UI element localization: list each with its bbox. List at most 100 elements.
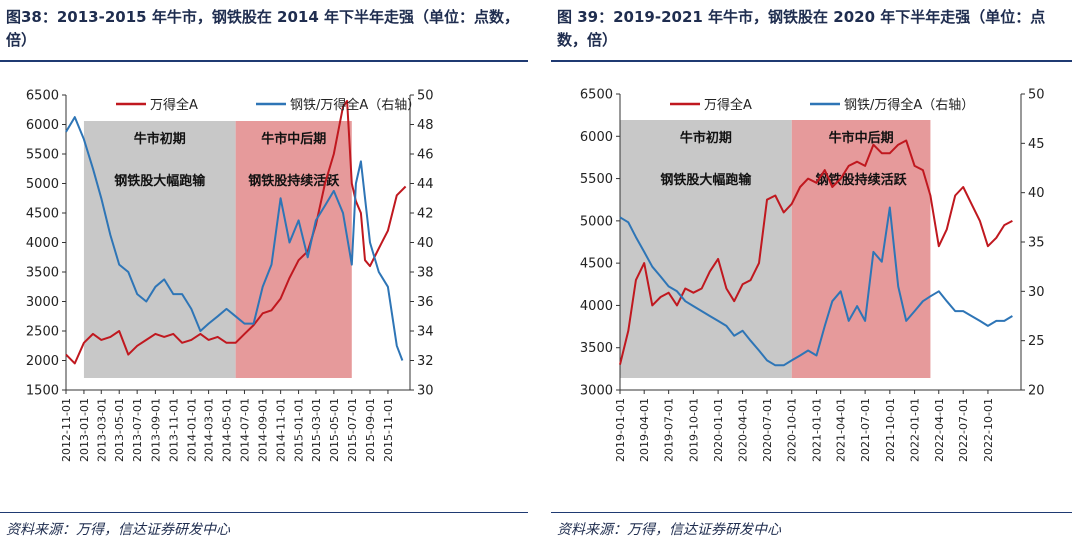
x-tick-label: 2019-04-01 bbox=[638, 398, 651, 462]
y2-tick-label: 35 bbox=[1028, 236, 1045, 251]
x-tick-label: 2020-10-01 bbox=[786, 398, 799, 462]
y2-tick-label: 45 bbox=[1028, 137, 1045, 152]
y-tick-label: 4500 bbox=[26, 207, 59, 222]
x-tick-label: 2015-09-01 bbox=[364, 398, 377, 462]
x-tick-label: 2020-07-01 bbox=[761, 398, 774, 462]
x-tick-label: 2013-09-01 bbox=[149, 398, 162, 462]
band-label: 钢铁股大幅跑输 bbox=[660, 172, 752, 188]
band-gray bbox=[620, 120, 792, 378]
y2-tick-label: 34 bbox=[417, 325, 434, 340]
y-tick-label: 2500 bbox=[26, 325, 59, 340]
legend-label: 钢铁/万得全A（右轴） bbox=[844, 97, 974, 113]
source-rule bbox=[0, 512, 528, 513]
y-tick-label: 5500 bbox=[26, 148, 59, 163]
y-tick-label: 4000 bbox=[26, 236, 59, 251]
x-tick-label: 2012-11-01 bbox=[60, 398, 73, 462]
band-red bbox=[235, 121, 352, 378]
x-tick-label: 2014-11-01 bbox=[275, 398, 288, 462]
band-label: 牛市中后期 bbox=[829, 130, 894, 146]
x-tick-label: 2015-05-01 bbox=[328, 398, 341, 462]
band-label: 钢铁股持续活跃 bbox=[248, 173, 340, 189]
x-tick-label: 2020-04-01 bbox=[737, 398, 750, 462]
x-tick-label: 2015-03-01 bbox=[310, 398, 323, 462]
y2-tick-label: 20 bbox=[1028, 384, 1045, 399]
x-tick-label: 2013-11-01 bbox=[167, 398, 180, 462]
source-note: 资料来源：万得，信达证券研发中心 bbox=[6, 522, 230, 538]
y2-tick-label: 30 bbox=[417, 384, 434, 399]
band-red bbox=[791, 120, 931, 378]
x-tick-label: 2014-09-01 bbox=[257, 398, 270, 462]
x-tick-label: 2013-05-01 bbox=[113, 398, 126, 462]
x-tick-label: 2021-07-01 bbox=[859, 398, 872, 462]
chart-panel-38: 图38：2013-2015 年牛市，钢铁股在 2014 年下半年走强（单位：点数… bbox=[0, 0, 536, 547]
x-tick-label: 2022-04-01 bbox=[933, 398, 946, 462]
x-tick-label: 2020-01-01 bbox=[712, 398, 725, 462]
band-label: 牛市初期 bbox=[680, 130, 732, 146]
band-label: 牛市中后期 bbox=[261, 131, 326, 147]
x-tick-label: 2022-10-01 bbox=[982, 398, 995, 462]
legend-label: 万得全A bbox=[704, 97, 752, 113]
y-tick-label: 6000 bbox=[26, 118, 59, 133]
chart-title: 图38：2013-2015 年牛市，钢铁股在 2014 年下半年走强（单位：点数… bbox=[6, 8, 520, 49]
y-tick-label: 6000 bbox=[580, 130, 613, 145]
y2-tick-label: 50 bbox=[1028, 88, 1045, 103]
title-rule bbox=[551, 60, 1072, 62]
series-line-wind-a bbox=[65, 99, 407, 365]
y-tick-label: 5000 bbox=[580, 214, 613, 229]
y-tick-label: 4000 bbox=[580, 299, 613, 314]
x-tick-label: 2014-01-01 bbox=[185, 398, 198, 462]
source-rule bbox=[551, 512, 1072, 513]
y2-tick-label: 40 bbox=[1028, 186, 1045, 201]
legend-label: 钢铁/万得全A（右轴） bbox=[290, 97, 420, 113]
y-tick-label: 6500 bbox=[26, 89, 59, 104]
y-tick-label: 1500 bbox=[26, 384, 59, 399]
band-label: 牛市初期 bbox=[134, 131, 186, 147]
y2-tick-label: 44 bbox=[417, 177, 434, 192]
x-tick-label: 2013-03-01 bbox=[95, 398, 108, 462]
y2-tick-label: 42 bbox=[417, 207, 434, 222]
x-tick-label: 2022-07-01 bbox=[957, 398, 970, 462]
y2-tick-label: 25 bbox=[1028, 334, 1045, 349]
y-tick-label: 3500 bbox=[26, 266, 59, 281]
x-tick-label: 2013-01-01 bbox=[78, 398, 91, 462]
x-tick-label: 2019-10-01 bbox=[687, 398, 700, 462]
x-tick-label: 2014-05-01 bbox=[221, 398, 234, 462]
x-tick-label: 2015-07-01 bbox=[346, 398, 359, 462]
series-line-steel-ratio bbox=[619, 206, 1013, 367]
band-label: 钢铁股大幅跑输 bbox=[114, 173, 206, 189]
y-tick-label: 6500 bbox=[580, 88, 613, 103]
y2-tick-label: 38 bbox=[417, 266, 434, 281]
y2-tick-label: 32 bbox=[417, 354, 434, 369]
x-tick-label: 2021-10-01 bbox=[884, 398, 897, 462]
y2-tick-label: 50 bbox=[417, 89, 434, 104]
series-line-wind-a bbox=[619, 139, 1013, 365]
band-label: 钢铁股持续活跃 bbox=[816, 172, 908, 188]
title-rule bbox=[0, 60, 528, 62]
x-tick-label: 2015-11-01 bbox=[382, 398, 395, 462]
y-tick-label: 3000 bbox=[580, 384, 613, 399]
x-tick-label: 2019-07-01 bbox=[663, 398, 676, 462]
y2-tick-label: 40 bbox=[417, 236, 434, 251]
x-tick-label: 2014-03-01 bbox=[203, 398, 216, 462]
y-tick-label: 4500 bbox=[580, 257, 613, 272]
y-tick-label: 3500 bbox=[580, 341, 613, 356]
x-tick-label: 2015-01-01 bbox=[293, 398, 306, 462]
y-tick-label: 2000 bbox=[26, 354, 59, 369]
y2-tick-label: 46 bbox=[417, 148, 434, 163]
y2-tick-label: 48 bbox=[417, 118, 434, 133]
x-tick-label: 2021-04-01 bbox=[835, 398, 848, 462]
x-tick-label: 2019-01-01 bbox=[614, 398, 627, 462]
y2-tick-label: 36 bbox=[417, 295, 434, 310]
legend-label: 万得全A bbox=[150, 97, 198, 113]
chart-panel-39: 图 39：2019-2021 年牛市，钢铁股在 2020 年下半年走强（单位：点… bbox=[551, 0, 1080, 547]
y-tick-label: 5500 bbox=[580, 172, 613, 187]
series-line-steel-ratio bbox=[65, 116, 404, 361]
x-tick-label: 2013-07-01 bbox=[131, 398, 144, 462]
y-tick-label: 5000 bbox=[26, 177, 59, 192]
y-tick-label: 3000 bbox=[26, 295, 59, 310]
source-note: 资料来源：万得，信达证券研发中心 bbox=[557, 522, 781, 538]
x-tick-label: 2014-07-01 bbox=[238, 398, 251, 462]
x-tick-label: 2021-01-01 bbox=[810, 398, 823, 462]
